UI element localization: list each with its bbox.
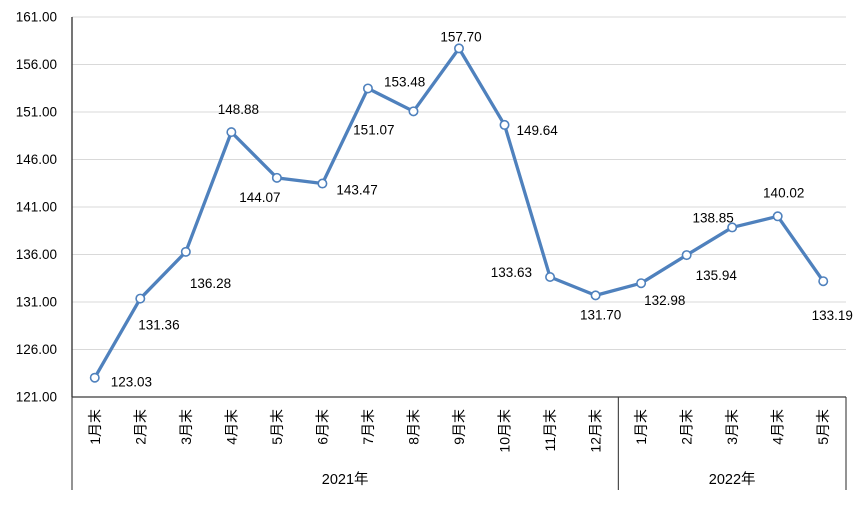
x-axis-month-label: 4月末 [770, 409, 786, 445]
x-axis-month-label: 2月末 [132, 409, 148, 445]
data-label: 140.02 [763, 185, 804, 200]
x-axis-month-label: 12月末 [588, 409, 604, 453]
data-label: 136.28 [190, 276, 231, 291]
gridlines [72, 16, 846, 350]
x-axis-month-label: 8月末 [405, 409, 421, 445]
data-point-marker [499, 119, 510, 130]
data-point-marker [226, 127, 237, 138]
x-axis-month-label: 3月末 [178, 409, 194, 445]
x-axis-month-label: 5月末 [815, 409, 831, 445]
data-point-marker [317, 178, 328, 189]
data-point-marker [681, 250, 692, 261]
y-axis-tick-label: 126.00 [16, 342, 57, 357]
x-axis-month-label: 4月末 [223, 409, 239, 445]
data-label: 135.94 [696, 268, 738, 283]
x-axis-month-label: 1月末 [633, 409, 649, 445]
x-axis-month-label: 3月末 [724, 409, 740, 445]
data-point-marker [818, 276, 829, 287]
x-axis-month-label: 1月末 [87, 409, 103, 445]
data-label: 131.70 [580, 307, 621, 322]
data-label: 149.64 [517, 123, 559, 138]
data-label: 151.07 [353, 122, 394, 137]
x-axis-month-label: 5月末 [269, 409, 285, 445]
data-point-marker [772, 211, 783, 222]
data-point-marker [408, 106, 419, 117]
y-axis-tick-labels: 121.00 126.00 131.00 136.00 141.00 146.00 151.… [16, 10, 57, 405]
data-point-marker [271, 172, 282, 183]
x-axis-year-label: 2022年 [709, 471, 756, 488]
data-point-marker [727, 222, 738, 233]
x-axis-month-label: 7月末 [360, 409, 376, 445]
data-point-marker [636, 278, 647, 289]
x-axis-month-label: 11月末 [542, 409, 558, 452]
y-axis-tick-label: 161.00 [16, 10, 57, 25]
y-axis-tick-label: 151.00 [16, 105, 57, 120]
data-label: 148.88 [218, 102, 259, 117]
data-label: 157.70 [440, 29, 481, 44]
data-point-marker [590, 290, 601, 301]
x-axis-month-label: 2月末 [679, 409, 695, 445]
y-axis-tick-label: 121.00 [16, 390, 57, 405]
data-point-marker [89, 372, 100, 383]
x-axis-year-label: 2021年 [322, 471, 369, 488]
data-label: 138.85 [693, 210, 734, 225]
x-axis-month-labels: 1月末 2月末 3月末 4月末 5月末 6月末 7月末 8月末 9月末 10月末 11月末 12月末 1… [87, 409, 831, 453]
x-axis-month-label: 10月末 [497, 409, 513, 453]
x-axis-month-label: 6月末 [314, 409, 330, 445]
y-axis-tick-label: 136.00 [16, 247, 57, 262]
y-axis-tick-label: 141.00 [16, 200, 57, 215]
x-axis-month-label: 9月末 [451, 409, 467, 445]
y-axis-tick-label: 131.00 [16, 295, 57, 310]
data-label: 123.03 [111, 375, 152, 390]
data-label: 144.07 [239, 190, 280, 205]
data-label: 143.47 [336, 183, 377, 198]
data-point-marker [545, 272, 556, 283]
data-label: 133.19 [812, 308, 853, 323]
y-axis-tick-label: 146.00 [16, 152, 57, 167]
data-point-marker [362, 83, 373, 94]
y-axis-tick-label: 156.00 [16, 57, 57, 72]
data-label: 153.48 [384, 74, 425, 89]
data-point-marker [453, 43, 464, 54]
data-label: 131.36 [138, 318, 179, 333]
data-point-marker [135, 293, 146, 304]
data-point-marker [180, 246, 191, 257]
data-label: 132.98 [644, 293, 685, 308]
data-label: 133.63 [491, 265, 532, 280]
